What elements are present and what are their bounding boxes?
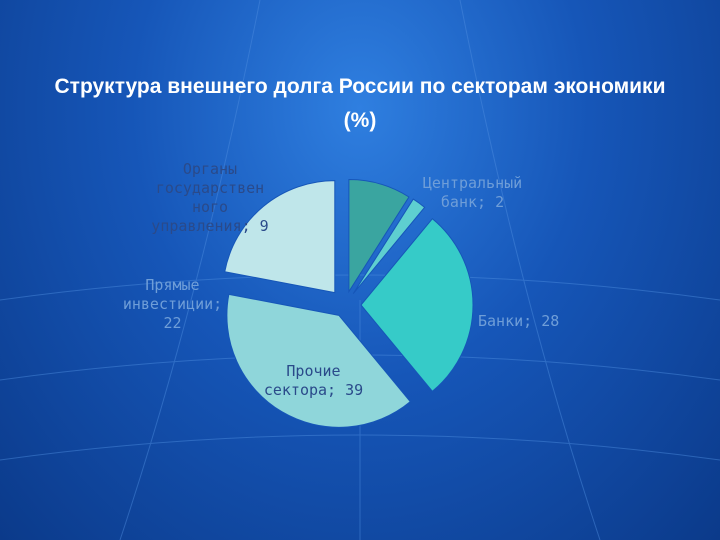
data-label-banks: Банки; 28 — [478, 312, 560, 330]
data-label-direct-investment: Прямые инвестиции; 22 — [122, 276, 223, 332]
slice-government — [348, 179, 410, 294]
slice-central-bank — [352, 198, 426, 294]
data-label-government: Органы государствен ного управления; 9 — [151, 160, 269, 235]
data-label-central-bank: Центральный банк; 2 — [422, 174, 523, 211]
slice-direct-investment — [224, 180, 336, 294]
chart-title: Структура внешнего долга России по секто… — [54, 75, 666, 132]
slice-other-sectors — [226, 293, 411, 428]
data-label-other-sectors: Прочие сектора; 39 — [263, 362, 364, 399]
slice-banks — [360, 217, 474, 393]
